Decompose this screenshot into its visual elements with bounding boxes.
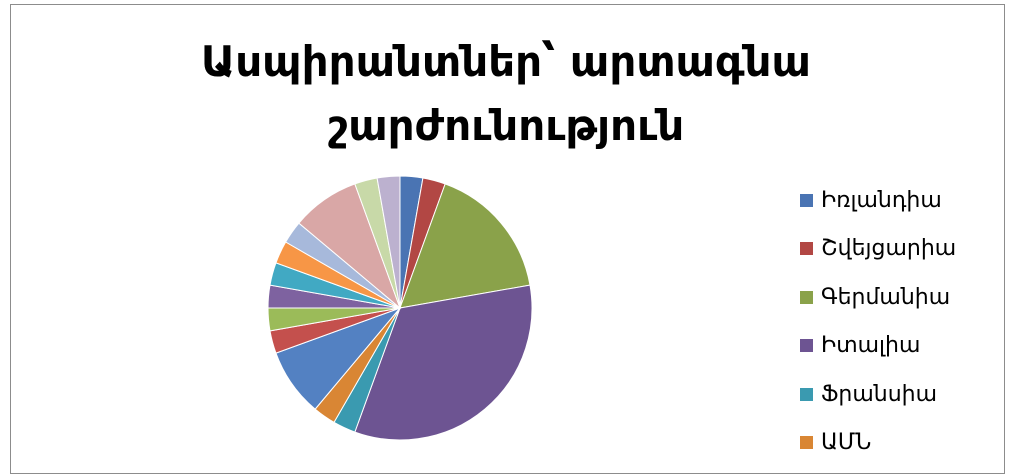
pie-slice-3 xyxy=(399,183,531,309)
legend-label: Ֆրանսիա xyxy=(821,381,938,407)
legend-label: Շվեյցարիա xyxy=(821,236,957,262)
legend-item-2: Շվեյցարիա xyxy=(800,225,956,274)
legend-label: ԱՄՆ xyxy=(821,430,872,456)
legend-swatch xyxy=(800,436,813,450)
pie-slice-4 xyxy=(354,284,533,441)
pie-slice-16 xyxy=(376,175,401,309)
legend-item-3: Գերմանիա xyxy=(800,273,956,322)
legend-label: Իտալիա xyxy=(821,333,921,359)
chart-title-line-2: շարժունություն xyxy=(327,101,685,150)
chart-title-line-1: Ասպիրանտներ՝ արտագնա xyxy=(201,37,811,86)
legend-swatch xyxy=(800,193,813,207)
legend-swatch xyxy=(800,387,813,401)
legend-label: Գերմանիա xyxy=(821,284,951,310)
chart-title: Ասպիրանտներ՝ արտագնա շարժունություն xyxy=(0,30,1012,158)
legend-item-1: Իռլանդիա xyxy=(800,176,956,225)
legend-label: Իռլանդիա xyxy=(821,187,942,213)
legend-item-4: Իտալիա xyxy=(800,322,956,371)
legend-swatch xyxy=(800,290,813,304)
legend-item-6: ԱՄՆ xyxy=(800,419,956,468)
legend-swatch xyxy=(800,242,813,256)
legend-item-5: Ֆրանսիա xyxy=(800,370,956,419)
legend-swatch xyxy=(800,339,813,353)
legend: Իռլանդիա Շվեյցարիա Գերմանիա Իտալիա Ֆրանսիա ԱՄ… xyxy=(800,176,956,467)
pie-slices xyxy=(267,175,533,441)
